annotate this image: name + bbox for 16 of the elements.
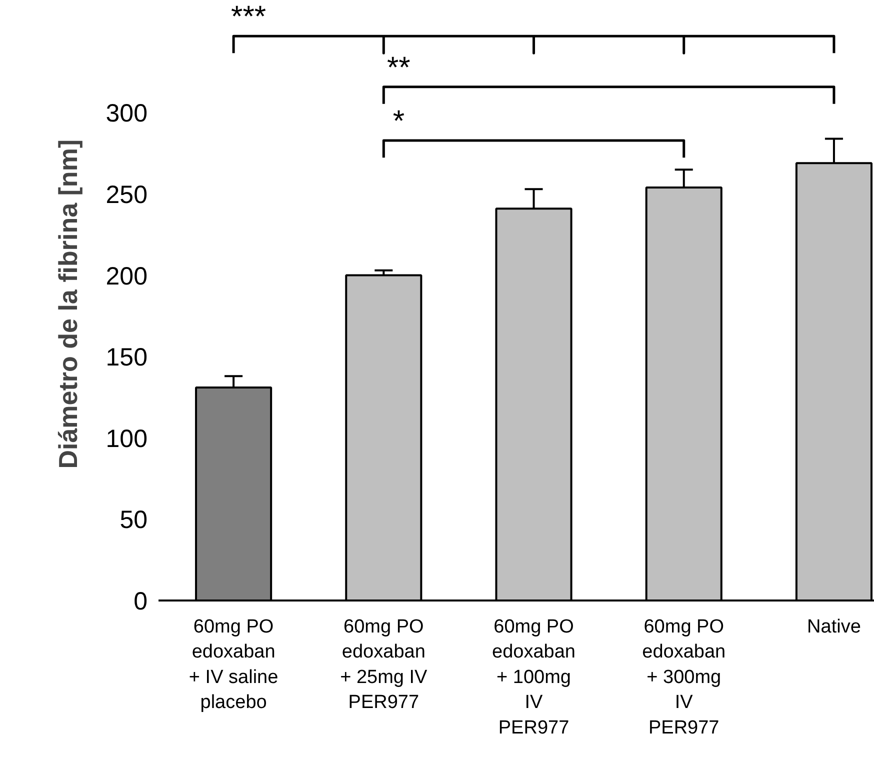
y-tick-label: 200 (106, 262, 148, 290)
x-tick-label: 60mg PO edoxaban + IV saline placebo (188, 616, 278, 714)
y-axis-title: Diámetro de la fibrina [nm] (52, 139, 83, 469)
text: *** (231, 0, 266, 34)
text: ** (386, 51, 411, 84)
y-tick-label: 250 (106, 180, 148, 209)
y-tick-label: 300 (106, 100, 148, 128)
y-tick-label: 0 (134, 588, 148, 616)
y-tick-label: 150 (106, 344, 148, 372)
annotation: * (392, 105, 405, 138)
x-tick-label: Native (807, 616, 861, 638)
y-tick-label: 100 (106, 424, 148, 453)
x-tick-label: 60mg PO edoxaban + 25mg IV PER977 (340, 616, 428, 714)
y-tick-label: 50 (120, 506, 148, 534)
x-tick-label: 60mg PO edoxaban + 300mg IV PER977 (642, 616, 726, 738)
x-tick-label: 60mg PO edoxaban + 100mg IV PER977 (492, 616, 576, 738)
